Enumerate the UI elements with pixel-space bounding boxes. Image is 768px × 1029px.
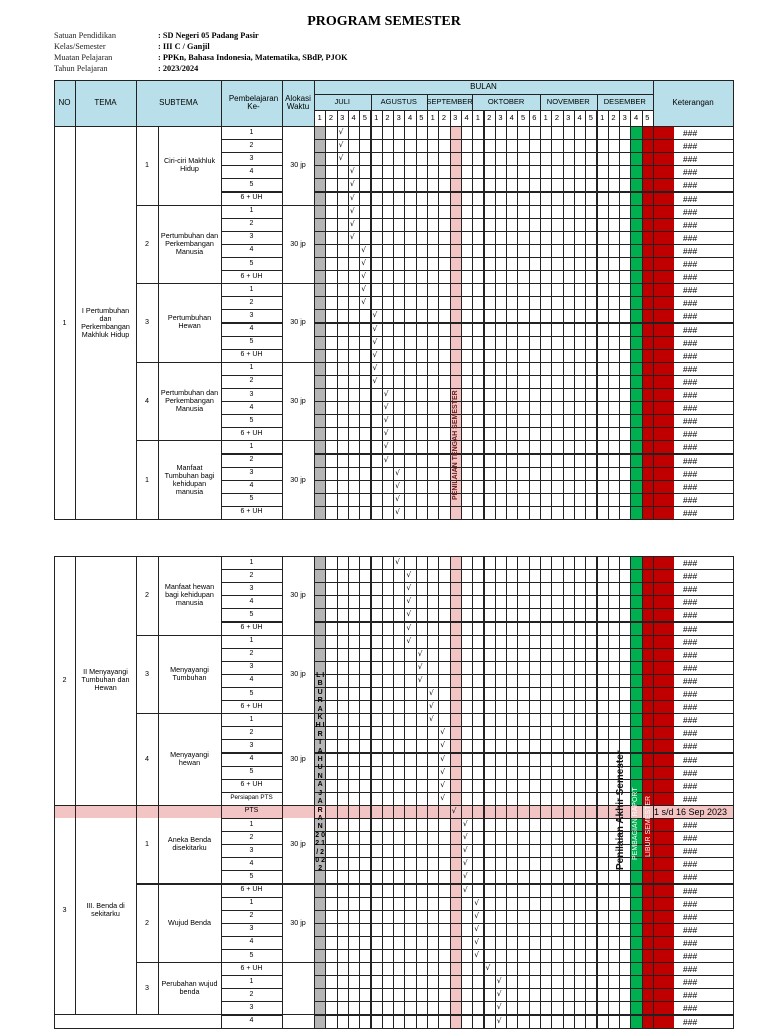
week-label: 6 — [532, 113, 537, 122]
keterangan-value: ### — [683, 141, 698, 152]
keterangan-value: ### — [683, 167, 698, 178]
keterangan-value: ### — [683, 128, 698, 138]
month-label: NOVEMBER — [546, 97, 590, 106]
week-label: 4 — [633, 113, 639, 122]
table-border — [54, 80, 734, 520]
week-label: 3 — [453, 113, 458, 122]
libur-akhir-tahun-label: L I B U R A K H I R T A H U N A J A R A … — [315, 672, 326, 873]
header-keterangan: Keterangan — [672, 98, 714, 107]
pb-label: 5 — [249, 180, 254, 188]
week-label: 3 — [340, 113, 345, 122]
week-label: 2 — [487, 113, 492, 122]
week-label: 2 — [328, 113, 334, 122]
pb-label: 1 — [249, 207, 254, 215]
page-title: PROGRAM SEMESTER — [307, 14, 461, 29]
week-label: 4 — [577, 113, 582, 122]
week-label: 5 — [419, 113, 424, 122]
meta-value: : SD Negeri 05 Padang Pasir — [158, 31, 259, 40]
keterangan-value: ### — [683, 154, 698, 165]
week-label: 5 — [645, 113, 650, 122]
meta-value: : PPKn, Bahasa Indonesia, Matematika, SB… — [158, 53, 348, 62]
header-pembelajaran: Pembelajaran Ke- — [228, 94, 279, 111]
month-label: AGUSTUS — [380, 97, 417, 106]
week-label: 5 — [588, 113, 593, 122]
pas-label: Penilaian Akhir Semester — [615, 750, 627, 870]
header-subtema: SUBTEMA — [159, 98, 198, 107]
week-label: 3 — [622, 113, 627, 122]
pb-label: 4 — [249, 167, 254, 175]
week-label: 2 — [554, 113, 560, 122]
libur-label: LIBUR SEMESTER — [644, 795, 652, 857]
week-label: 1 — [374, 113, 379, 122]
week-label: 1 — [475, 113, 480, 122]
meta-value: : 2023/2024 — [158, 64, 199, 73]
meta-row: Tahun Pelajaran : 2023/2024 — [54, 64, 348, 75]
pb-label: 2 — [249, 141, 254, 149]
meta-label: Satuan Pendidikan — [54, 31, 116, 40]
week-label: 4 — [464, 113, 469, 122]
meta-row: Satuan Pendidikan : SD Negeri 05 Padang P… — [54, 31, 348, 42]
header-alokasi: Alokasi Waktu — [285, 94, 311, 111]
meta-row: Kelas/Semester : III C / Ganjil — [54, 42, 348, 53]
header-subtema-cell — [136, 80, 222, 127]
week-label: 1 — [543, 113, 548, 122]
week-label: 2 — [441, 113, 447, 122]
header-tema: TEMA — [94, 98, 117, 107]
week-label: 2 — [611, 113, 616, 122]
pb-label: 1 — [249, 128, 254, 136]
week-label: 4 — [407, 113, 413, 122]
check-mark: √ — [338, 127, 344, 136]
meta-label: Tahun Pelajaran — [54, 64, 108, 73]
check-mark: √ — [338, 153, 344, 163]
header-no: NO — [58, 98, 71, 107]
week-label: 3 — [498, 113, 503, 122]
header-bulan: BULAN — [470, 82, 497, 91]
month-label: SEPTEMBER — [426, 97, 473, 106]
week-label: 3 — [396, 113, 401, 122]
pb-label: 3 — [249, 154, 254, 162]
pb-label: 6 + UH — [240, 194, 263, 202]
month-label: DESEMBER — [603, 97, 646, 106]
keterangan-value: ### — [683, 180, 698, 191]
week-label: 1 — [430, 113, 435, 122]
meta-value: : III C / Ganjil — [158, 42, 210, 51]
week-label: 4 — [351, 113, 356, 122]
week-label: 5 — [362, 113, 367, 122]
check-mark: √ — [349, 192, 355, 202]
header-ket-cell — [653, 80, 734, 127]
meta-row: Muatan Pelajaran : PPKn, Bahasa Indonesia… — [54, 53, 348, 64]
week-label: 1 — [317, 113, 322, 122]
raport-label: PEMBAGIAN RAPORT — [632, 787, 640, 860]
check-mark: √ — [349, 179, 355, 189]
month-label: OKTOBER — [487, 97, 525, 106]
header-pb-cell — [221, 80, 283, 127]
check-mark: √ — [338, 140, 344, 150]
week-label: 2 — [385, 113, 390, 122]
keterangan-value: ### — [683, 193, 698, 204]
week-label: 3 — [566, 113, 571, 122]
meta-label: Kelas/Semester — [54, 42, 106, 51]
pts-column-label: PENILAIAN TENGAH SEMESTER — [451, 390, 459, 500]
month-label: JULI — [334, 97, 350, 106]
meta-label: Muatan Pelajaran — [54, 53, 113, 62]
week-label: 1 — [600, 113, 605, 122]
week-label: 4 — [509, 113, 514, 122]
document-meta: Satuan Pendidikan : SD Negeri 05 Padang P… — [54, 31, 348, 75]
check-mark: √ — [349, 166, 355, 176]
week-label: 5 — [520, 113, 526, 122]
